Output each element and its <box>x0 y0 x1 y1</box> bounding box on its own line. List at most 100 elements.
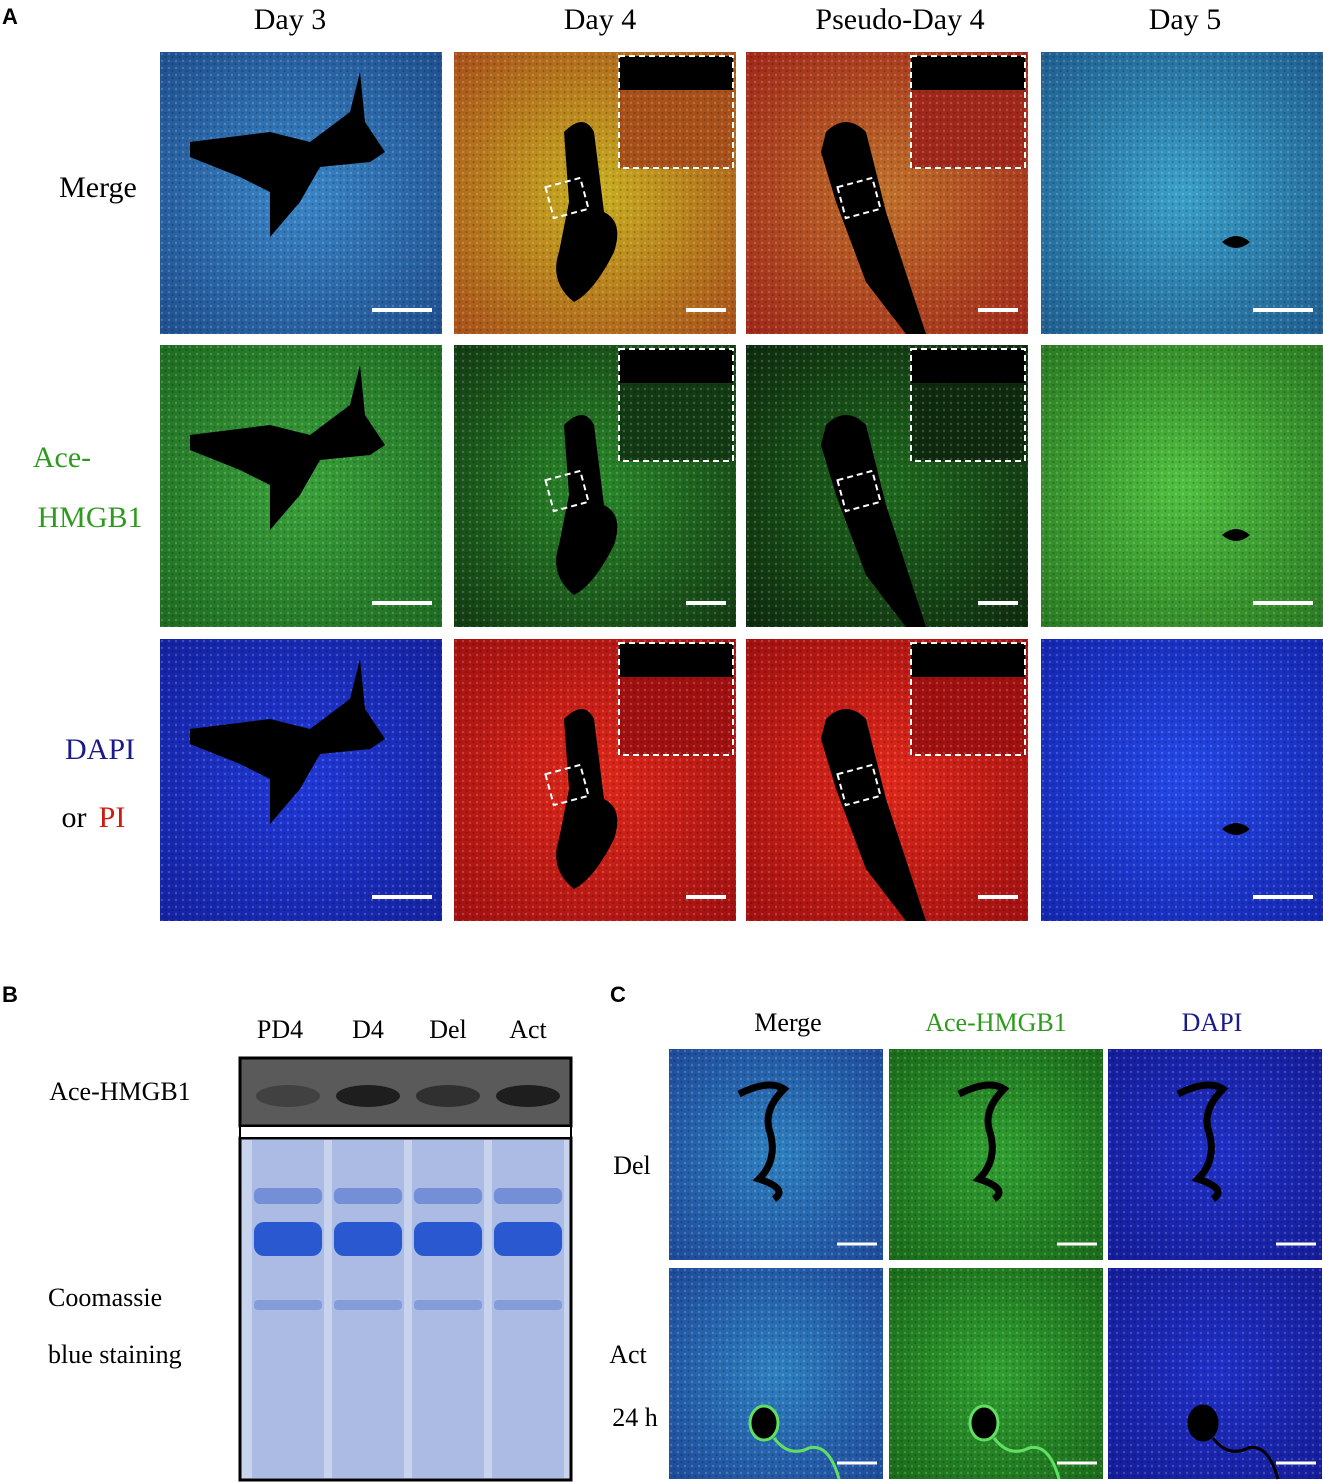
gel-band <box>334 1300 402 1310</box>
inset-frame <box>910 642 1026 756</box>
lumen <box>957 1081 1010 1202</box>
lumen <box>821 709 926 921</box>
inset-frame <box>618 55 734 169</box>
inset-lumen <box>619 643 733 677</box>
column-header: Day 3 <box>254 3 326 36</box>
inset-lumen <box>619 349 733 383</box>
gel-band <box>494 1300 562 1310</box>
row-label: Del <box>613 1151 651 1180</box>
texture <box>669 1049 883 1260</box>
micrograph <box>889 1049 1103 1260</box>
lumen <box>1176 1081 1229 1202</box>
gel-band <box>254 1188 322 1204</box>
row-label: HMGB1 <box>37 501 142 534</box>
micrograph <box>1041 52 1323 334</box>
gel-separator <box>239 1125 572 1139</box>
inset-frame <box>910 55 1026 169</box>
micrograph <box>746 52 1028 334</box>
row-label: Merge <box>59 171 137 204</box>
texture <box>1041 345 1323 627</box>
texture <box>889 1268 1103 1479</box>
lumen <box>748 1404 780 1442</box>
lumen <box>821 415 926 627</box>
panel-label: C <box>610 982 626 1007</box>
gel-band <box>494 1222 562 1256</box>
lumen <box>1222 236 1250 248</box>
gel-band <box>414 1222 482 1256</box>
gel-label: Coomassie <box>48 1283 162 1312</box>
lane-label: PD4 <box>257 1015 303 1044</box>
gel-band <box>494 1188 562 1204</box>
gel-band <box>254 1300 322 1310</box>
micrograph <box>160 639 442 921</box>
lumen <box>1222 823 1250 835</box>
micrograph <box>669 1049 883 1260</box>
column-header: Day 4 <box>564 3 636 36</box>
lumen <box>556 709 618 889</box>
texture <box>889 1049 1103 1260</box>
blot-band <box>256 1085 320 1107</box>
row-label: PI <box>99 801 126 834</box>
micrograph <box>669 1268 883 1480</box>
column-header: Ace-HMGB1 <box>925 1008 1067 1037</box>
lane-label: Del <box>429 1015 467 1044</box>
lumen <box>1222 529 1250 541</box>
texture <box>669 1268 883 1479</box>
row-label: or <box>62 801 87 834</box>
gel-band <box>254 1222 322 1256</box>
inset-lumen <box>619 56 733 90</box>
roi-box <box>836 176 882 220</box>
row-label: Ace- <box>33 441 91 474</box>
lumen <box>737 1081 790 1202</box>
lumen <box>968 1404 1000 1442</box>
micrograph <box>1041 345 1323 627</box>
micrograph <box>1041 639 1323 921</box>
lumen <box>556 415 618 595</box>
lumen <box>190 365 385 530</box>
micrograph <box>1108 1049 1322 1260</box>
gel-label: blue staining <box>48 1340 182 1369</box>
blot-band <box>416 1085 480 1107</box>
inset-frame <box>618 642 734 756</box>
lumen <box>190 72 385 237</box>
lumen <box>190 659 385 824</box>
blot-band <box>496 1085 560 1107</box>
micrograph <box>454 52 736 334</box>
lumen <box>1211 1437 1280 1480</box>
texture <box>1108 1049 1322 1260</box>
gel-band <box>414 1188 482 1204</box>
gel-band <box>334 1222 402 1256</box>
column-header: Pseudo-Day 4 <box>815 3 984 36</box>
micrograph <box>746 345 1028 627</box>
inset-lumen <box>911 56 1025 90</box>
lumen <box>556 122 618 302</box>
micrograph <box>454 639 736 921</box>
lumen <box>992 1437 1061 1480</box>
micrograph <box>160 345 442 627</box>
blot-band <box>336 1085 400 1107</box>
micrograph <box>1108 1268 1322 1480</box>
roi-box <box>544 176 590 220</box>
inset-frame <box>618 348 734 462</box>
column-header: Day 5 <box>1149 3 1221 36</box>
row-label: 24 h <box>612 1403 658 1432</box>
column-header: Merge <box>754 1008 821 1037</box>
panel-label: B <box>2 982 18 1007</box>
micrograph <box>889 1268 1103 1480</box>
gel-band <box>414 1300 482 1310</box>
inset-frame <box>910 348 1026 462</box>
row-label: DAPI <box>65 733 135 766</box>
lane-label: D4 <box>352 1015 384 1044</box>
panel-label: A <box>2 4 18 29</box>
row-label: Act <box>609 1340 647 1369</box>
lane-label: Act <box>509 1015 547 1044</box>
column-header: DAPI <box>1182 1008 1243 1037</box>
lumen <box>821 122 926 334</box>
micrograph <box>160 52 442 334</box>
gel-band <box>334 1188 402 1204</box>
blot-label: Ace-HMGB1 <box>49 1077 191 1106</box>
micrograph <box>454 345 736 627</box>
lumen <box>1187 1404 1219 1442</box>
lumen <box>772 1437 841 1480</box>
